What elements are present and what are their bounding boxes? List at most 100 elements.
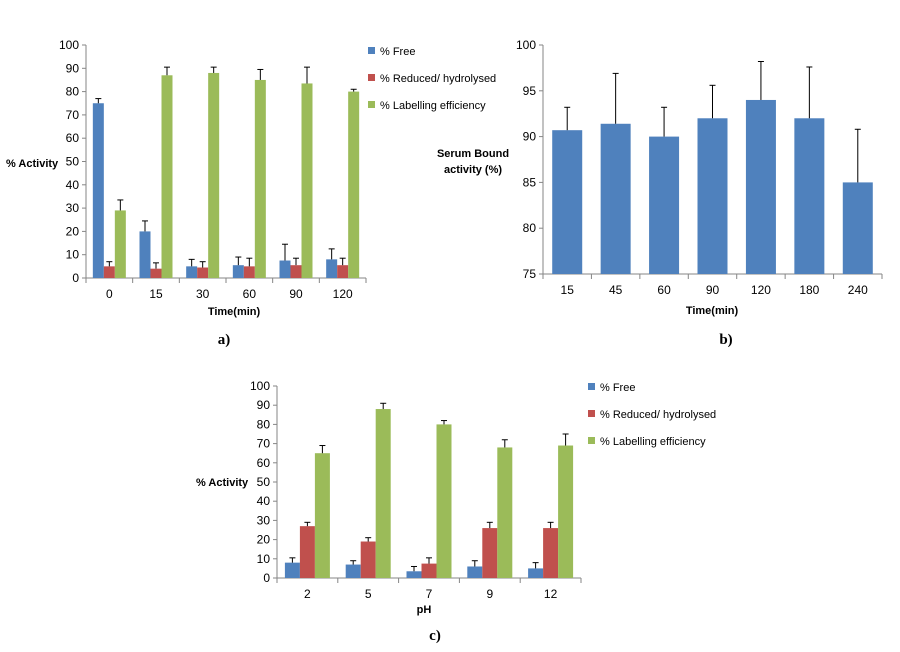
bar-labelling	[497, 447, 513, 578]
x-tick-label: 5	[365, 587, 372, 601]
x-tick-label: 90	[289, 287, 303, 301]
bar-reduced	[360, 541, 376, 578]
chart-a-x-axis-label: Time(min)	[208, 306, 261, 318]
bar-labelling	[558, 445, 574, 578]
bar-free	[186, 266, 198, 278]
y-tick-label: 20	[257, 533, 271, 547]
legend-labelling-label: % Labelling efficiency	[380, 100, 486, 112]
bar-reduced	[197, 267, 209, 278]
y-tick-label: 85	[523, 175, 537, 189]
bar-reduced	[543, 528, 559, 578]
bar-labelling	[254, 79, 266, 278]
y-tick-label: 30	[257, 513, 271, 527]
x-tick-label: 15	[561, 283, 575, 297]
bar-labelling	[301, 83, 313, 278]
x-tick-label: 240	[848, 283, 868, 297]
legend-reduced-label: % Reduced/ hydrolysed	[380, 73, 496, 85]
x-tick-label: 30	[196, 287, 210, 301]
bar-free	[345, 564, 361, 578]
x-tick-label: 7	[426, 587, 433, 601]
bar-free	[842, 182, 873, 274]
bar-free	[467, 566, 483, 578]
y-tick-label: 40	[66, 178, 80, 192]
chart-b-y-axis-label-line2: activity (%)	[444, 164, 502, 176]
x-tick-label: 60	[243, 287, 257, 301]
bar-labelling	[436, 424, 452, 578]
bar-free	[649, 136, 680, 274]
bar-free	[745, 99, 776, 275]
bar-reduced	[421, 563, 437, 578]
y-tick-label: 40	[257, 494, 271, 508]
y-tick-label: 90	[66, 61, 80, 75]
chart-c-panel-label: c)	[429, 628, 441, 644]
x-tick-label: 180	[799, 283, 819, 297]
y-tick-label: 70	[66, 108, 80, 122]
bar-labelling	[314, 453, 330, 578]
legend-reduced-label: % Reduced/ hydrolysed	[600, 409, 716, 421]
bar-reduced	[243, 266, 255, 278]
bar-free	[794, 118, 825, 274]
x-tick-label: 60	[657, 283, 671, 297]
x-tick-label: 120	[751, 283, 771, 297]
chart-c-y-axis-label: % Activity	[196, 477, 249, 489]
y-tick-label: 0	[72, 271, 79, 285]
legend-labelling-swatch	[588, 437, 595, 444]
chart-b-x-axis-label: Time(min)	[686, 305, 739, 317]
x-tick-label: 15	[149, 287, 163, 301]
chart-c-activity-vs-ph: % Activity pH c) % Free % Reduced/ hydro…	[196, 379, 716, 644]
bar-free	[406, 571, 422, 578]
bar-free	[279, 260, 291, 278]
y-tick-label: 80	[66, 85, 80, 99]
x-tick-label: 9	[486, 587, 493, 601]
bar-free	[528, 568, 544, 578]
bar-labelling	[114, 210, 126, 278]
legend-free-label: % Free	[600, 382, 635, 394]
bar-free	[552, 130, 583, 274]
legend-labelling-swatch	[368, 101, 375, 108]
y-tick-label: 100	[250, 379, 270, 393]
y-tick-label: 80	[257, 417, 271, 431]
bar-free	[92, 103, 104, 278]
legend-reduced-swatch	[368, 74, 375, 81]
legend-free-label: % Free	[380, 46, 415, 58]
x-tick-label: 2	[304, 587, 311, 601]
bar-free	[326, 259, 338, 278]
legend-free-swatch	[588, 383, 595, 390]
bar-free	[284, 562, 300, 578]
bar-labelling	[375, 409, 391, 578]
y-tick-label: 10	[257, 552, 271, 566]
chart-b-serum-bound-activity: Serum Bound activity (%) Time(min) b) 75…	[437, 38, 883, 348]
x-tick-label: 0	[106, 287, 113, 301]
y-tick-label: 10	[66, 248, 80, 262]
bar-labelling	[161, 75, 173, 278]
x-tick-label: 90	[706, 283, 720, 297]
bar-free	[697, 118, 728, 274]
y-tick-label: 50	[66, 155, 80, 169]
y-tick-label: 50	[257, 475, 271, 489]
y-tick-label: 90	[523, 130, 537, 144]
y-tick-label: 70	[257, 437, 271, 451]
x-tick-label: 12	[544, 587, 558, 601]
bar-reduced	[482, 528, 498, 578]
chart-c-legend: % Free % Reduced/ hydrolysed % Labelling…	[588, 382, 716, 448]
bar-free	[232, 265, 244, 278]
chart-a-activity-vs-time: % Activity Time(min) a) % Free % Reduced…	[6, 38, 496, 348]
legend-labelling-label: % Labelling efficiency	[600, 436, 706, 448]
y-tick-label: 90	[257, 398, 271, 412]
chart-a-y-axis-label: % Activity	[6, 158, 59, 170]
chart-a-legend: % Free % Reduced/ hydrolysed % Labelling…	[368, 46, 496, 112]
y-tick-label: 20	[66, 224, 80, 238]
y-tick-label: 60	[66, 131, 80, 145]
bar-free	[600, 123, 631, 274]
y-tick-label: 80	[523, 221, 537, 235]
chart-b-y-axis-label-line1: Serum Bound	[437, 148, 509, 160]
legend-reduced-swatch	[588, 410, 595, 417]
bar-labelling	[348, 91, 360, 278]
y-tick-label: 100	[59, 38, 79, 52]
x-tick-label: 120	[333, 287, 353, 301]
y-tick-label: 95	[523, 84, 537, 98]
y-tick-label: 30	[66, 201, 80, 215]
y-tick-label: 75	[523, 267, 537, 281]
y-tick-label: 60	[257, 456, 271, 470]
